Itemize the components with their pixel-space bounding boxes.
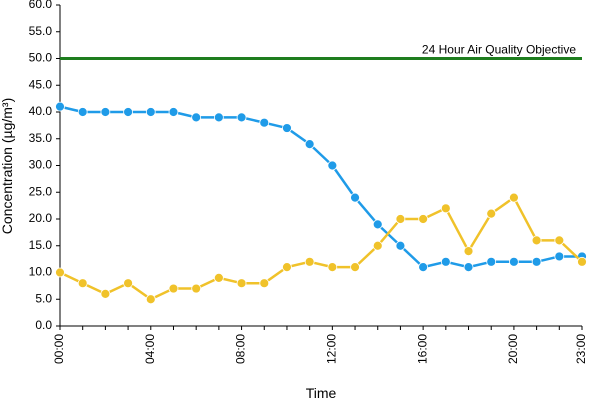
data-point <box>486 256 497 267</box>
x-tick-label: 16:00 <box>415 334 429 364</box>
y-axis: 0.0 5.0 10.0 15.0 20.0 25.0 30.0 35.0 40.0 45.0 50… <box>29 0 61 332</box>
series-line <box>59 105 582 269</box>
series-line <box>59 196 583 301</box>
x-tick-label: 04:00 <box>143 334 157 364</box>
data-point <box>463 262 474 273</box>
x-tick-label: 23:00 <box>574 334 588 364</box>
y-tick-label: 50.0 <box>29 51 53 65</box>
data-point <box>191 283 202 294</box>
x-tick-label: 12:00 <box>325 334 339 364</box>
data-point <box>350 262 360 273</box>
data-point <box>77 107 88 117</box>
data-point <box>486 208 497 219</box>
data-point <box>123 278 133 289</box>
data-point <box>372 240 383 251</box>
reference-lines: 24 Hour Air Quality Objective <box>60 43 582 60</box>
y-tick-label: 30.0 <box>29 158 53 172</box>
series-group <box>55 101 587 305</box>
data-point <box>554 251 565 262</box>
data-point <box>395 214 406 224</box>
data-point <box>350 192 360 203</box>
data-point <box>554 235 565 246</box>
data-point <box>372 219 383 230</box>
data-point <box>577 256 587 267</box>
data-point <box>168 283 179 294</box>
reference-line-label: 24 Hour Air Quality Objective <box>422 43 576 57</box>
data-point <box>440 256 451 267</box>
data-point <box>259 117 270 128</box>
y-axis-title: Concentration (µg/m³) <box>0 98 15 234</box>
x-axis: 00:00 04:00 08:00 12:00 16:00 20:00 23:00 <box>52 325 588 364</box>
data-point <box>77 278 88 289</box>
data-point <box>327 160 338 171</box>
data-point <box>327 262 338 273</box>
data-point <box>213 112 224 123</box>
data-point <box>531 256 542 267</box>
data-point <box>259 278 270 289</box>
data-point <box>213 272 224 283</box>
x-tick-label: 08:00 <box>234 334 248 364</box>
data-point <box>100 288 111 299</box>
series-1 <box>55 101 587 273</box>
y-tick-label: 25.0 <box>29 184 53 198</box>
data-point <box>236 278 247 289</box>
data-point <box>418 214 429 224</box>
data-point <box>463 246 474 257</box>
y-tick-label: 0.0 <box>35 318 52 332</box>
data-point <box>531 235 542 246</box>
series-2 <box>55 192 587 305</box>
y-tick-label: 45.0 <box>29 77 53 91</box>
data-point <box>509 192 519 203</box>
data-point <box>100 107 111 117</box>
data-point <box>282 262 292 273</box>
data-point <box>55 101 65 112</box>
y-tick-label: 20.0 <box>29 211 53 225</box>
data-point <box>418 262 429 273</box>
y-tick-label: 5.0 <box>35 291 52 305</box>
data-point <box>123 107 133 117</box>
y-tick-label: 40.0 <box>29 104 53 118</box>
y-tick-label: 15.0 <box>29 238 53 252</box>
y-tick-label: 35.0 <box>29 131 53 145</box>
y-tick-label: 10.0 <box>29 265 53 279</box>
data-point <box>304 139 315 150</box>
data-point <box>440 203 451 214</box>
data-point <box>145 294 156 305</box>
x-axis-title: Time <box>306 385 337 400</box>
data-point <box>509 256 519 267</box>
x-tick-label: 20:00 <box>506 334 520 364</box>
data-point <box>168 107 179 117</box>
data-point <box>145 107 156 117</box>
data-point <box>236 112 247 123</box>
data-point <box>55 267 65 278</box>
y-tick-label: 55.0 <box>29 24 53 38</box>
data-point <box>282 123 292 133</box>
x-tick-label: 00:00 <box>52 334 66 364</box>
data-point <box>304 256 315 267</box>
y-tick-label: 60.0 <box>29 0 53 11</box>
data-point <box>191 112 202 123</box>
data-point <box>395 240 406 251</box>
